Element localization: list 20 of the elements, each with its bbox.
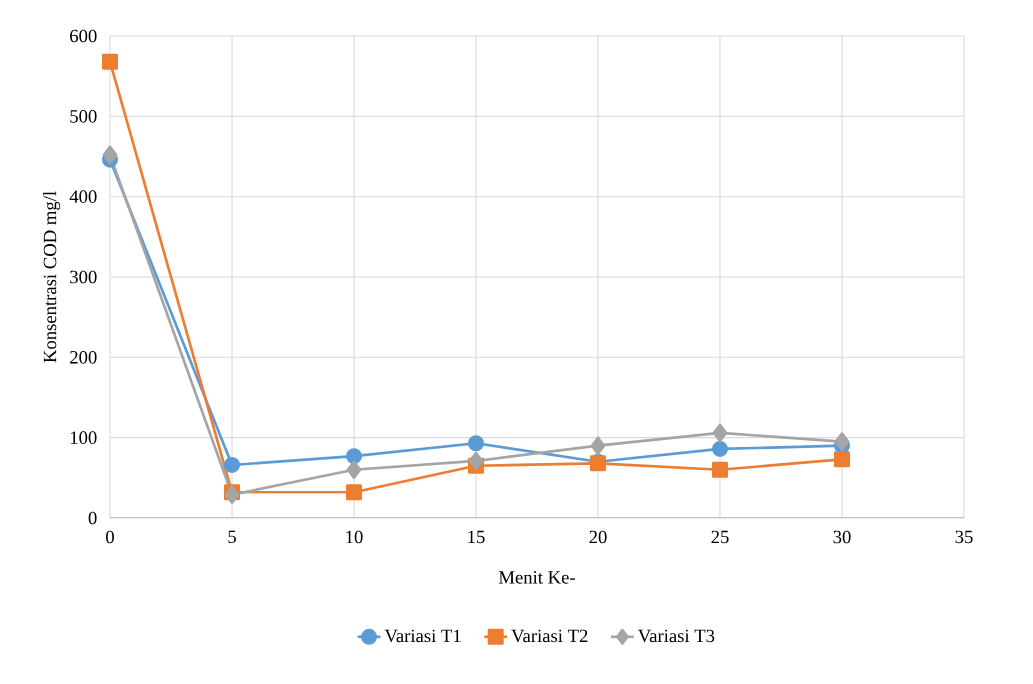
x-tick-label: 25 [711, 530, 729, 544]
y-tick-label: 300 [70, 270, 97, 284]
y-tick-label: 400 [69, 190, 97, 203]
x-tick-label: 30 [833, 530, 851, 544]
y-tick-label: 0 [88, 511, 97, 525]
x-tick-label: 15 [468, 530, 485, 544]
y-tick-label: 200 [70, 351, 97, 364]
x-tick-label: 20 [589, 530, 607, 544]
legend-label: Variasi T1 [384, 629, 461, 643]
y-tick-label: 500 [70, 110, 97, 123]
y-tick-label: 600 [70, 29, 97, 43]
legend-label: Variasi T2 [511, 629, 588, 643]
x-tick-label: 10 [346, 530, 363, 544]
x-axis-title: Menit Ke- [498, 571, 575, 584]
x-tick-label: 35 [955, 530, 973, 544]
x-tick-label: 0 [106, 530, 114, 544]
legend-label: Variasi T3 [637, 629, 715, 643]
x-tick-label: 5 [228, 530, 236, 544]
y-tick-label: 100 [70, 431, 97, 444]
y-axis-title: Konsentrasi COD mg/l [43, 191, 61, 363]
